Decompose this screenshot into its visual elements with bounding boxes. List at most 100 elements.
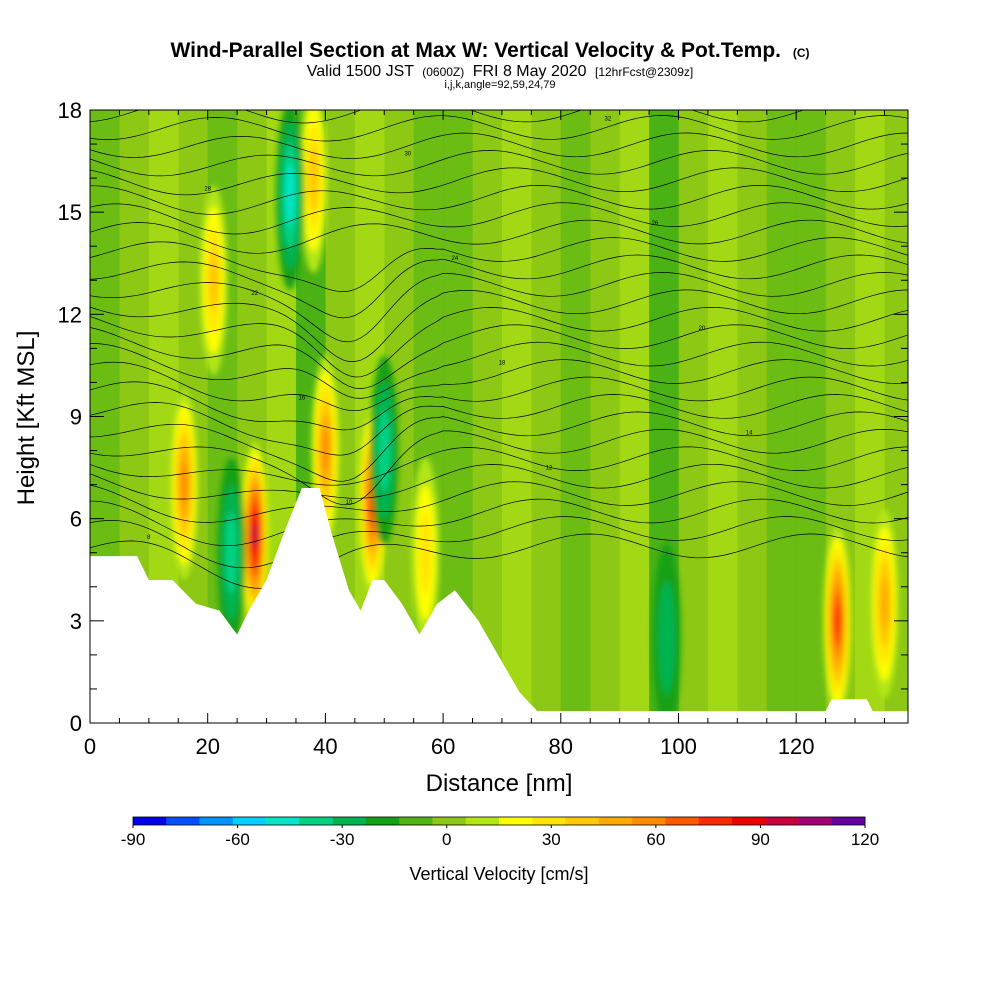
isentrope-line xyxy=(90,272,908,343)
isentrope-line xyxy=(90,167,908,196)
colorbar-tick-label: 90 xyxy=(751,830,770,849)
colorbar-swatch xyxy=(798,817,833,825)
x-tick-label: 20 xyxy=(195,734,219,759)
colorbar-swatch xyxy=(532,817,566,825)
colorbar-swatch xyxy=(199,817,234,825)
colorbar-swatch xyxy=(365,817,400,825)
y-axis-label: Height [Kft MSL] xyxy=(13,331,40,506)
colorbar-tick-label: -30 xyxy=(330,830,355,849)
colorbar-tick-label: 60 xyxy=(646,830,665,849)
colorbar-swatch xyxy=(499,817,533,825)
velocity-band xyxy=(501,110,532,723)
x-tick-label: 80 xyxy=(549,734,573,759)
isentrope-line xyxy=(90,306,908,378)
updraft-cell xyxy=(208,248,219,312)
colorbar xyxy=(132,816,866,826)
isentrope-label: 14 xyxy=(746,430,753,436)
chart-title: Wind-Parallel Section at Max W: Vertical… xyxy=(170,39,809,62)
x-tick-label: 60 xyxy=(431,734,455,759)
isentrope-line xyxy=(90,110,805,124)
isentrope-label: 30 xyxy=(404,151,411,157)
terrain-mask xyxy=(90,488,908,723)
updraft-cell xyxy=(308,146,319,210)
isentrope-line xyxy=(90,516,908,569)
colorbar-swatch xyxy=(232,817,267,825)
isentrope-line xyxy=(90,498,908,547)
colorbar-swatch xyxy=(432,817,467,825)
isentrope-label: 18 xyxy=(499,361,506,367)
isentrope-line xyxy=(90,237,908,292)
colorbar-swatch xyxy=(332,817,367,825)
y-tick-label: 9 xyxy=(70,405,82,430)
isentrope-contours xyxy=(90,110,908,589)
plot-area: 8 10 12 14 16 18 20 22 24 26 28 30 32 xyxy=(90,110,908,723)
velocity-band xyxy=(619,110,650,723)
isentrope-labels: 8 10 12 14 16 18 20 22 24 26 28 30 32 xyxy=(147,117,753,541)
colorbar-swatch xyxy=(632,817,666,825)
velocity-band xyxy=(560,110,591,723)
vertical-velocity-cells xyxy=(170,110,899,723)
colorbar-swatch xyxy=(665,817,699,825)
colorbar-tick-label: 30 xyxy=(542,830,561,849)
updraft-cell xyxy=(834,604,841,638)
colorbar-tick-labels: -90 -60 -30 0 30 60 90 120 xyxy=(121,825,879,849)
y-tick-label: 3 xyxy=(70,609,82,634)
velocity-band xyxy=(737,110,768,723)
isentrope-line xyxy=(90,324,908,389)
title-suffix: (C) xyxy=(793,46,810,60)
isentrope-line xyxy=(90,481,908,523)
y-tick-label: 15 xyxy=(58,200,82,225)
isentrope-line xyxy=(90,150,908,177)
isentrope-label: 12 xyxy=(546,465,553,471)
isentrope-line xyxy=(90,463,908,500)
chart-subtitle: Valid 1500 JST (0600Z) FRI 8 May 2020 [1… xyxy=(307,63,693,80)
colorbar-swatch xyxy=(465,817,500,825)
colorbar-swatch xyxy=(266,817,300,825)
colorbar-swatch xyxy=(565,817,600,825)
isentrope-label: 32 xyxy=(605,117,612,123)
isentrope-label: 10 xyxy=(346,500,353,506)
colorbar-swatch xyxy=(166,817,200,825)
colorbar-swatch xyxy=(731,817,766,825)
y-axis: 0 3 6 9 12 15 18 xyxy=(58,98,908,736)
updraft-cell xyxy=(322,428,329,473)
isentrope-line xyxy=(90,132,908,159)
colorbar-swatch xyxy=(598,817,633,825)
velocity-band xyxy=(707,110,738,723)
colorbar-tick-label: -60 xyxy=(225,830,250,849)
isentrope-line xyxy=(90,429,908,506)
y-tick-label: 6 xyxy=(70,507,82,532)
isentrope-line xyxy=(90,446,908,486)
isentrope-line xyxy=(90,533,908,589)
x-axis: 0 20 40 60 80 100 120 xyxy=(84,110,885,759)
downdraft-cell xyxy=(658,580,676,695)
x-axis-label: Distance [nm] xyxy=(426,770,573,797)
updraft-cell xyxy=(180,462,188,507)
isentrope-label: 20 xyxy=(699,326,706,332)
isentrope-line xyxy=(90,115,908,142)
y-tick-label: 12 xyxy=(58,302,82,327)
colorbar-tick-label: 0 xyxy=(442,830,451,849)
isentrope-line xyxy=(90,219,908,254)
updraft-cell xyxy=(419,512,432,594)
isentrope-label: 16 xyxy=(299,396,306,402)
updraft-cell xyxy=(251,522,258,550)
x-tick-label: 0 xyxy=(84,734,96,759)
isentrope-label: 28 xyxy=(204,186,211,192)
velocity-band xyxy=(796,110,827,723)
isentrope-label: 22 xyxy=(251,291,258,297)
y-tick-label: 18 xyxy=(58,98,82,123)
x-tick-label: 40 xyxy=(313,734,337,759)
isentrope-line xyxy=(90,376,908,431)
isentrope-line xyxy=(90,359,908,412)
isentrope-line xyxy=(90,184,908,215)
x-tick-label: 120 xyxy=(778,734,815,759)
isentrope-label: 24 xyxy=(452,256,459,262)
velocity-band xyxy=(766,110,797,723)
colorbar-swatch xyxy=(399,817,433,825)
isentrope-line xyxy=(90,341,908,399)
y-tick-label: 0 xyxy=(70,711,82,736)
x-tick-label: 100 xyxy=(660,734,697,759)
colorbar-swatch xyxy=(299,817,333,825)
